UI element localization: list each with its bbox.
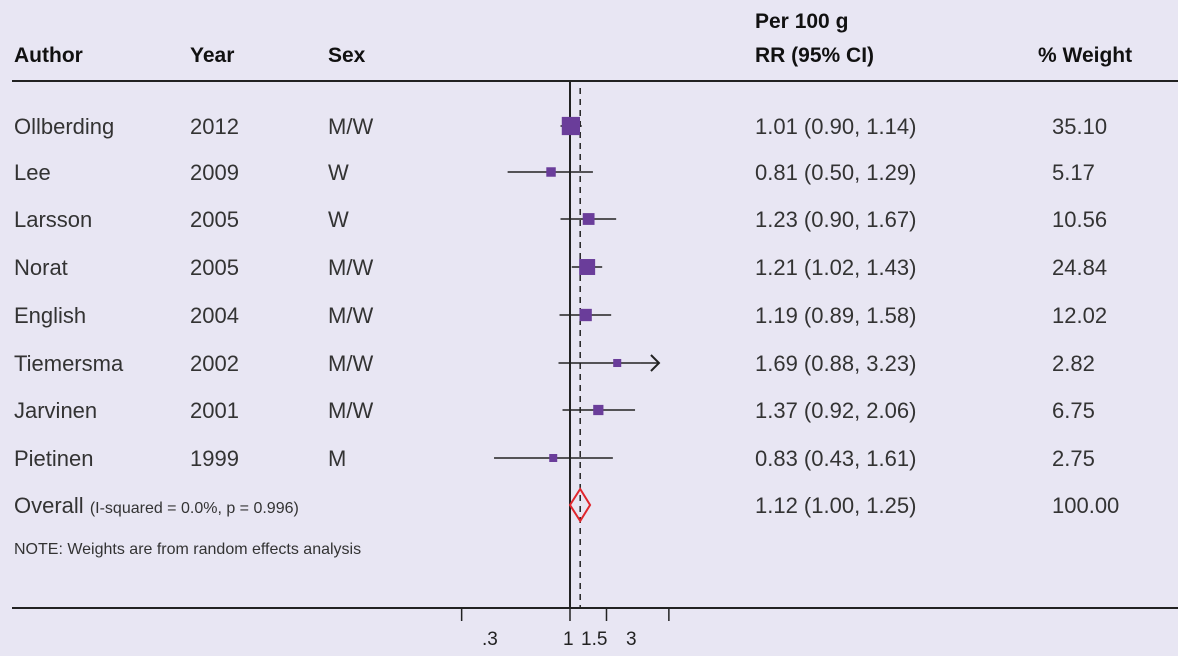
x-tick-label: .3 — [482, 629, 498, 650]
year-cell: 2001 — [190, 398, 239, 423]
overall-label-text: Overall — [14, 493, 84, 518]
rr-cell: 1.23 (0.90, 1.67) — [755, 207, 917, 232]
overall-heterogeneity: (I-squared = 0.0%, p = 0.996) — [89, 500, 299, 517]
weight-cell: 2.75 — [1052, 446, 1095, 471]
author-cell: Larsson — [14, 207, 93, 232]
effect-marker — [549, 454, 558, 462]
author-cell: Jarvinen — [14, 398, 98, 423]
rr-cell: 0.81 (0.50, 1.29) — [755, 160, 917, 185]
weight-cell: 5.17 — [1052, 160, 1095, 185]
header-rule — [12, 80, 1178, 82]
effect-marker — [593, 404, 604, 416]
overall-label: Overall (I-squared = 0.0%, p = 0.996) — [14, 493, 299, 519]
author-cell: Pietinen — [14, 446, 94, 471]
rr-cell: 1.21 (1.02, 1.43) — [755, 255, 917, 280]
weight-cell: 24.84 — [1052, 255, 1108, 280]
sex-cell: M/W — [328, 114, 374, 139]
header-year: Year — [190, 44, 235, 67]
header-effect-line1: Per 100 g — [755, 10, 849, 33]
sex-cell: M/W — [328, 255, 374, 280]
effect-marker — [561, 116, 581, 136]
author-cell: English — [14, 303, 87, 328]
rr-cell: 1.69 (0.88, 3.23) — [755, 351, 917, 376]
x-tick-label: 1.5 — [581, 629, 608, 650]
effect-marker — [579, 308, 592, 322]
effect-marker — [546, 167, 556, 177]
sex-cell: M/W — [328, 303, 374, 328]
effect-marker — [582, 213, 595, 225]
sex-cell: M/W — [328, 398, 374, 423]
footnote: NOTE: Weights are from random effects an… — [14, 541, 362, 558]
header-sex: Sex — [328, 44, 366, 67]
year-cell: 2005 — [190, 255, 239, 280]
overall-rr-cell: 1.12 (1.00, 1.25) — [755, 493, 917, 518]
year-cell: 2004 — [190, 303, 239, 328]
overall-diamond — [568, 487, 592, 523]
x-tick-label: 1 — [563, 629, 574, 650]
author-cell: Tiemersma — [14, 351, 124, 376]
year-cell: 2009 — [190, 160, 239, 185]
year-cell: 1999 — [190, 446, 239, 471]
author-cell: Norat — [14, 255, 68, 280]
sex-cell: W — [328, 207, 349, 232]
year-cell: 2012 — [190, 114, 239, 139]
weight-cell: 6.75 — [1052, 398, 1095, 423]
weight-cell: 10.56 — [1052, 207, 1108, 232]
weight-cell: 2.82 — [1052, 351, 1095, 376]
x-tick-label: 3 — [626, 629, 637, 650]
header-weight: % Weight — [1038, 44, 1133, 67]
header-author: Author — [14, 44, 83, 67]
rr-cell: 1.37 (0.92, 2.06) — [755, 398, 917, 423]
rr-cell: 1.19 (0.89, 1.58) — [755, 303, 917, 328]
sex-cell: M/W — [328, 351, 374, 376]
effect-marker — [579, 259, 596, 275]
axis-rule — [12, 607, 1178, 609]
rr-cell: 0.83 (0.43, 1.61) — [755, 446, 917, 471]
weight-cell: 35.10 — [1052, 114, 1108, 139]
effect-marker — [613, 358, 622, 368]
year-cell: 2005 — [190, 207, 239, 232]
overall-weight-cell: 100.00 — [1052, 493, 1120, 518]
author-cell: Ollberding — [14, 114, 115, 139]
header-effect-line2: RR (95% CI) — [755, 44, 875, 67]
sex-cell: M — [328, 446, 347, 471]
sex-cell: W — [328, 160, 349, 185]
rr-cell: 1.01 (0.90, 1.14) — [755, 114, 917, 139]
author-cell: Lee — [14, 160, 51, 185]
year-cell: 2002 — [190, 351, 239, 376]
weight-cell: 12.02 — [1052, 303, 1108, 328]
